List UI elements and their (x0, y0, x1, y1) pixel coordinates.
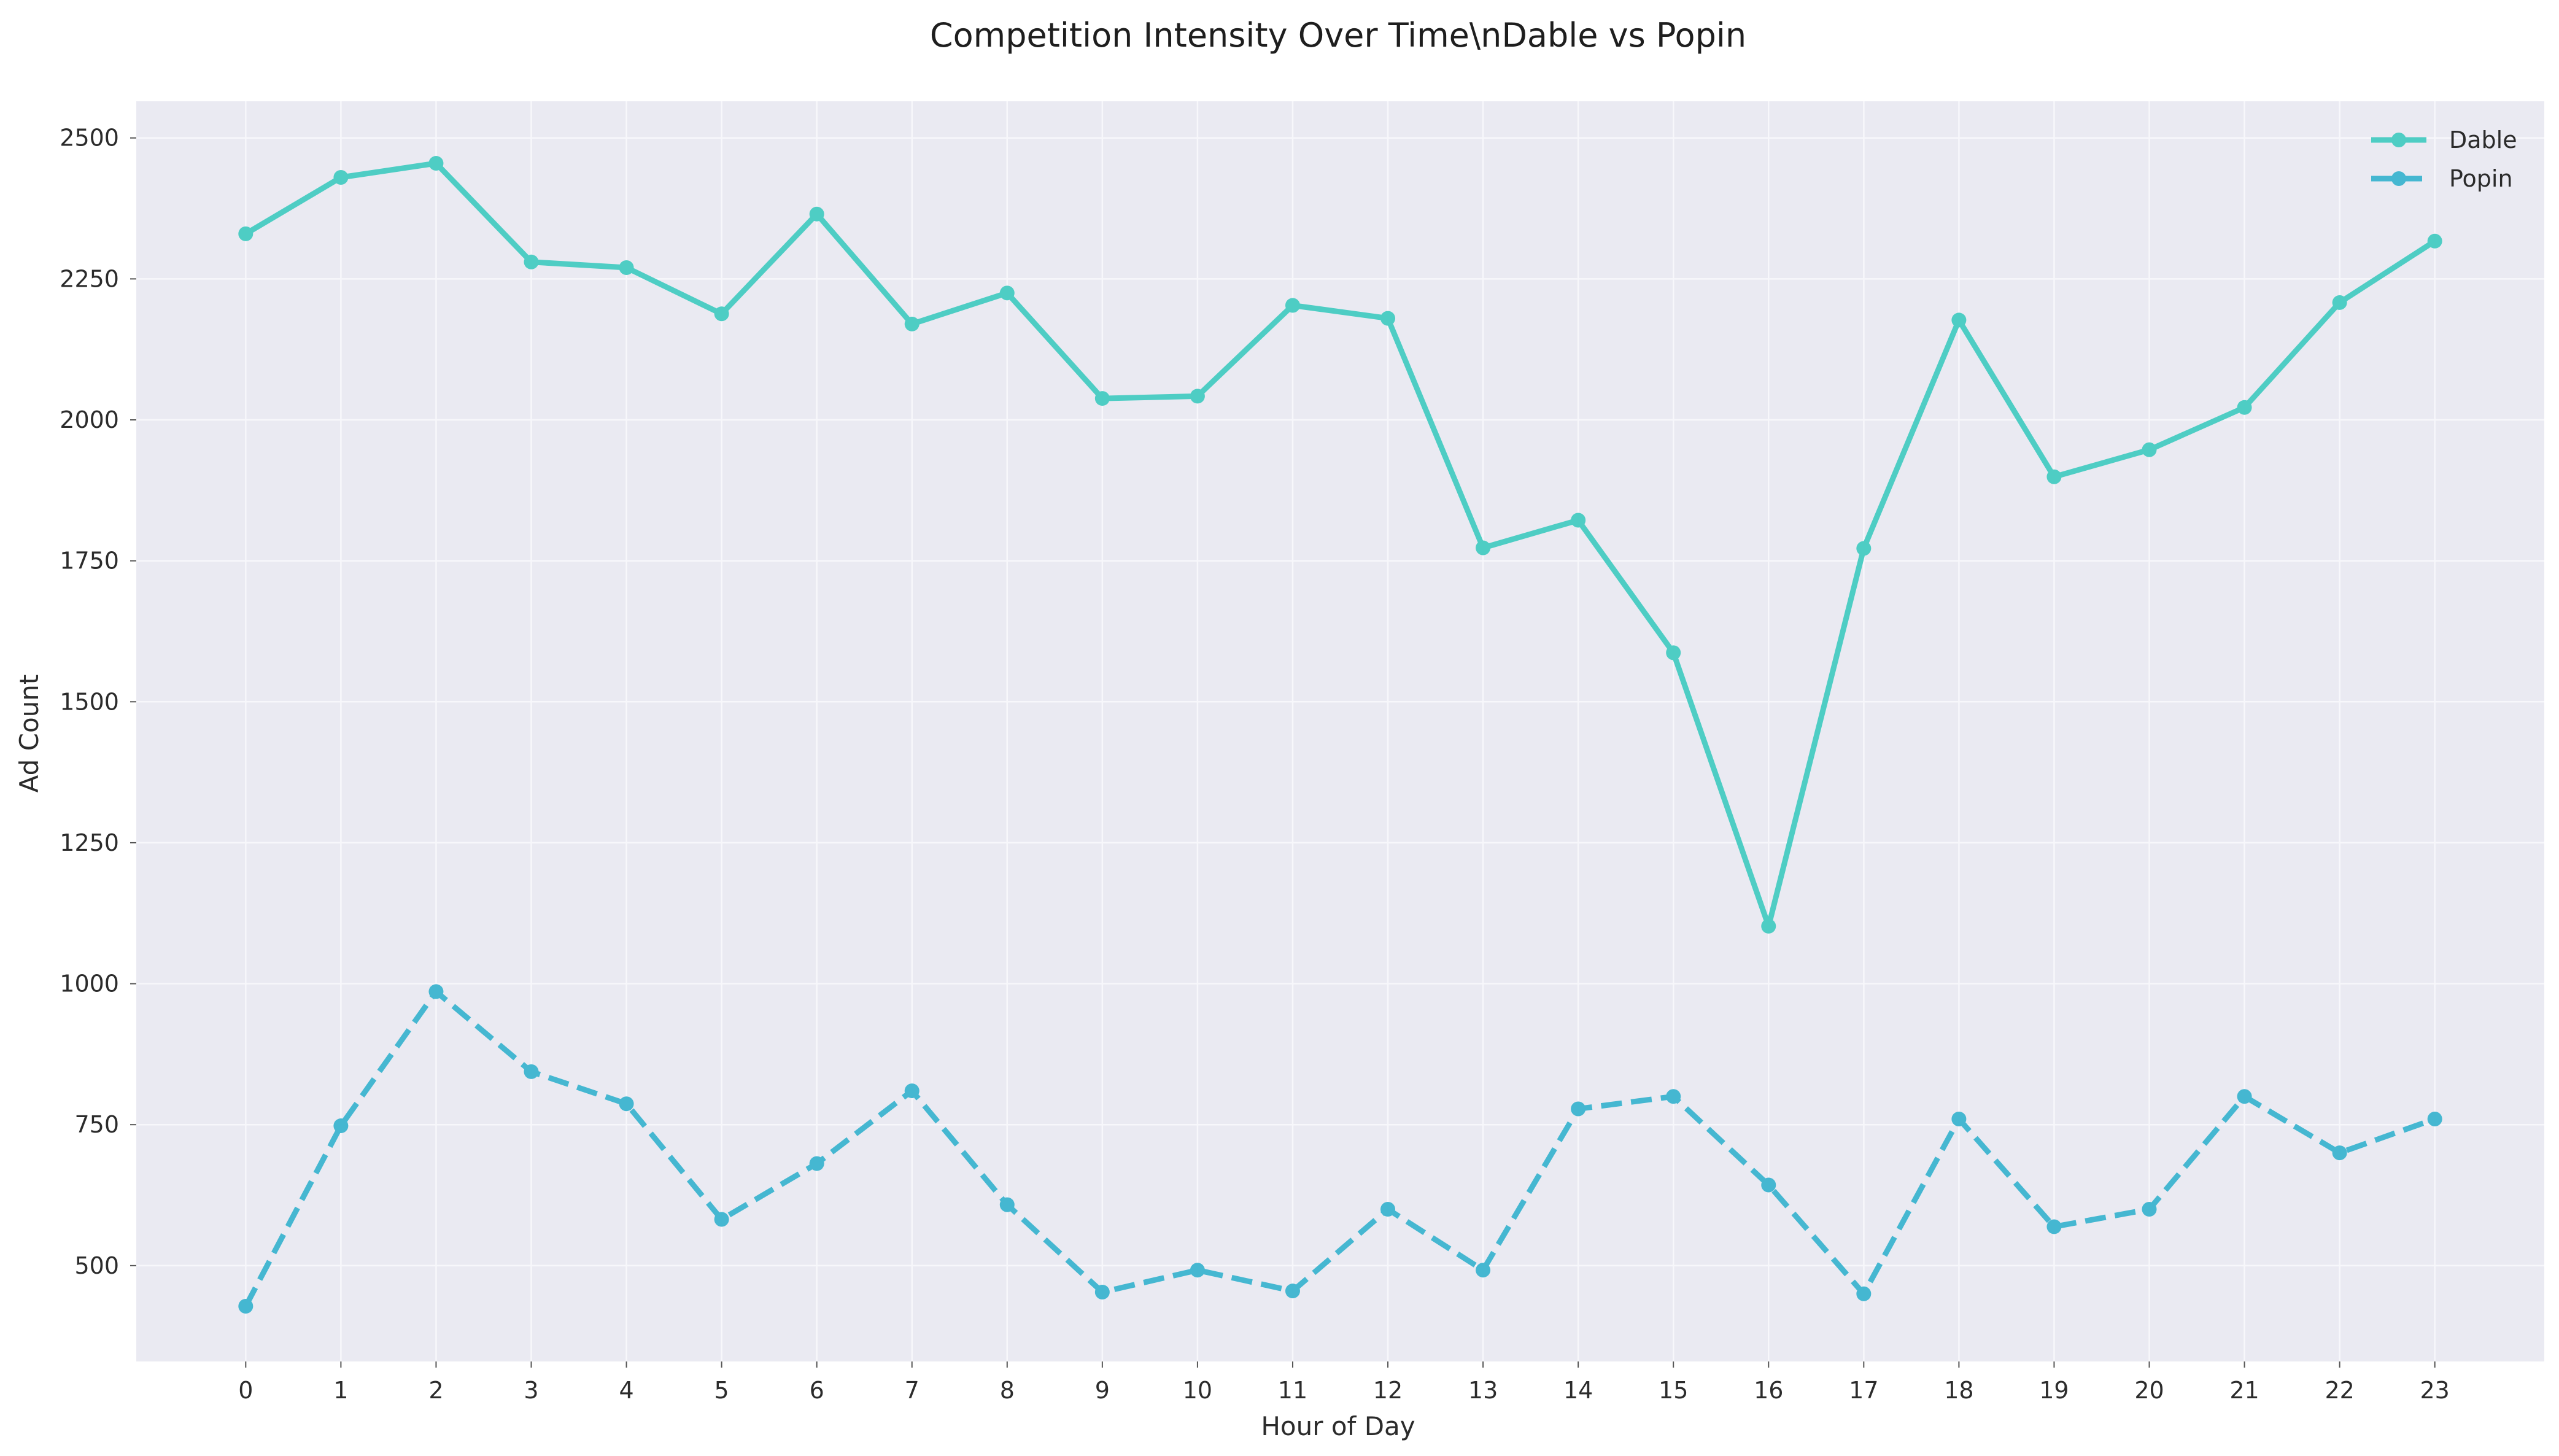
legend-label-dable: Dable (2449, 126, 2517, 153)
data-point-popin (714, 1212, 729, 1227)
series-line-dable (244, 160, 2437, 929)
data-point-dable (1476, 540, 1491, 556)
data-point-dable (1666, 645, 1681, 660)
data-point-popin (2046, 1219, 2062, 1234)
plot-background (136, 101, 2544, 1361)
data-point-dable (1951, 312, 1967, 328)
data-point-popin (524, 1064, 539, 1079)
data-point-dable (1380, 311, 1396, 326)
y-axis-title: Ad Count (14, 675, 44, 793)
x-tick-label: 20 (2134, 1377, 2164, 1404)
data-point-dable (1856, 541, 1872, 556)
y-tick-label: 1000 (60, 970, 119, 997)
data-point-popin (999, 1197, 1015, 1212)
data-point-popin (1190, 1263, 1205, 1278)
x-tick-label: 11 (1278, 1377, 1307, 1404)
legend: Dable Popin (2371, 126, 2517, 192)
series-line-popin (243, 988, 2436, 1308)
x-tick-label: 17 (1849, 1377, 1878, 1404)
data-point-popin (1856, 1286, 1872, 1301)
data-point-dable (904, 316, 919, 331)
y-tick-label: 2250 (60, 265, 119, 292)
legend-label-popin: Popin (2449, 165, 2513, 192)
data-point-dable (238, 226, 254, 241)
x-tick-label: 3 (524, 1377, 538, 1404)
data-point-popin (619, 1096, 634, 1112)
data-point-popin (1666, 1089, 1681, 1104)
data-point-popin (1476, 1263, 1491, 1278)
x-tick-label: 6 (810, 1377, 824, 1404)
x-tick-label: 12 (1373, 1377, 1403, 1404)
data-point-dable (1094, 391, 1110, 406)
data-point-popin (1951, 1112, 1967, 1127)
x-tick-label: 9 (1095, 1377, 1110, 1404)
data-point-dable (1571, 513, 1586, 528)
data-point-dable (1285, 298, 1300, 313)
data-point-popin (2332, 1145, 2347, 1161)
x-tick-label: 19 (2039, 1377, 2069, 1404)
y-tick-label: 2500 (60, 125, 119, 152)
data-point-dable (2237, 400, 2252, 415)
legend-marker-popin (2391, 171, 2406, 186)
x-tick-label: 18 (1944, 1377, 1973, 1404)
data-point-dable (2427, 233, 2442, 249)
plot-area: 0 1 2 3 4 5 6 7 8 9 10 11 12 13 14 15 16 17 18 19 20 21 22 2350… (60, 101, 2544, 1404)
y-tick-label: 750 (74, 1111, 119, 1138)
data-point-popin (1571, 1101, 1586, 1117)
data-point-dable (2142, 442, 2157, 457)
data-point-dable (524, 254, 539, 269)
data-point-popin (1285, 1284, 1300, 1299)
data-point-popin (809, 1156, 824, 1171)
x-tick-label: 8 (1000, 1377, 1015, 1404)
x-tick-label: 14 (1563, 1377, 1593, 1404)
x-tick-label: 22 (2325, 1377, 2354, 1404)
data-point-dable (428, 156, 444, 171)
data-point-dable (619, 260, 634, 275)
x-axis-title: Hour of Day (1261, 1411, 1415, 1441)
x-tick-label: 23 (2420, 1377, 2450, 1404)
data-point-popin (2142, 1201, 2157, 1217)
x-tick-label: 7 (905, 1377, 919, 1404)
data-point-popin (1094, 1285, 1110, 1300)
x-tick-label: 13 (1468, 1377, 1498, 1404)
data-point-popin (904, 1083, 919, 1099)
chart-title: Competition Intensity Over Time\nDable v… (930, 16, 1746, 55)
data-point-dable (1190, 389, 1205, 404)
x-tick-label: 10 (1183, 1377, 1212, 1404)
x-tick-label: 4 (619, 1377, 633, 1404)
y-tick-label: 1750 (60, 548, 119, 575)
data-point-dable (1761, 918, 1776, 934)
y-tick-label: 2000 (60, 406, 119, 433)
x-tick-label: 15 (1659, 1377, 1688, 1404)
data-point-dable (809, 206, 824, 222)
legend-marker-dable (2391, 133, 2406, 147)
data-point-popin (1380, 1201, 1396, 1217)
data-point-popin (2427, 1112, 2442, 1127)
x-tick-label: 5 (714, 1377, 729, 1404)
data-point-dable (2046, 469, 2062, 484)
data-point-popin (2237, 1089, 2252, 1104)
y-tick-label: 1500 (60, 688, 119, 715)
x-tick-label: 2 (428, 1377, 443, 1404)
x-tick-label: 0 (238, 1377, 253, 1404)
x-tick-label: 16 (1754, 1377, 1783, 1404)
data-point-dable (2332, 295, 2347, 310)
data-point-popin (428, 984, 444, 999)
data-point-dable (333, 170, 349, 185)
x-tick-label: 1 (333, 1377, 348, 1404)
y-tick-label: 1250 (60, 829, 119, 856)
data-point-popin (1761, 1177, 1776, 1193)
data-point-popin (333, 1118, 349, 1134)
data-point-popin (238, 1298, 254, 1314)
x-tick-label: 21 (2229, 1377, 2259, 1404)
data-point-dable (999, 285, 1015, 301)
y-tick-label: 500 (74, 1252, 119, 1279)
data-point-dable (714, 306, 729, 322)
